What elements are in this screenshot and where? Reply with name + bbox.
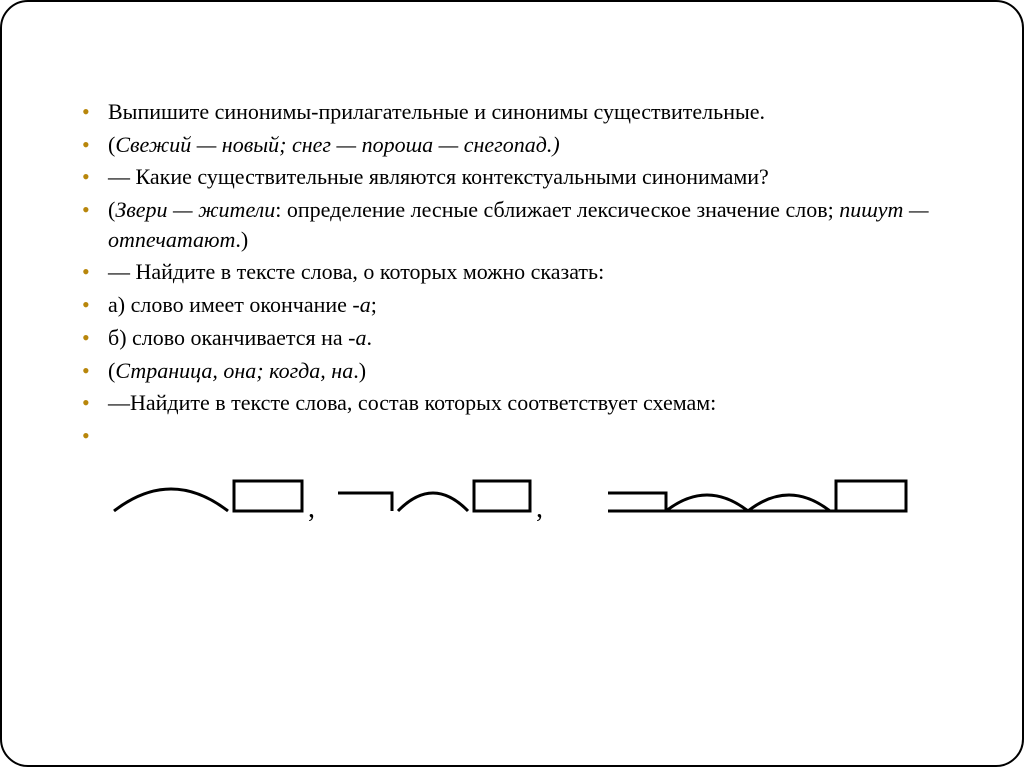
list-item: (Свежий — новый; снег — пороша — снегопа…	[82, 130, 942, 160]
list-item-empty	[82, 421, 942, 451]
text: Выпишите синонимы-прилагательные и синон…	[108, 99, 765, 124]
text: .)	[235, 227, 248, 252]
list-item: (Страница, она; когда, на.)	[82, 356, 942, 386]
italic-text: Страница, она; когда, на	[115, 358, 353, 383]
text: .)	[353, 358, 366, 383]
italic-text: а	[360, 292, 371, 317]
list-item: (Звери — жители: определение лесные сбли…	[82, 195, 942, 254]
svg-text:,: ,	[308, 493, 315, 521]
list-item: Выпишите синонимы-прилагательные и синон…	[82, 97, 942, 127]
morpheme-schemes: ,,	[82, 459, 942, 529]
list-item: а) слово имеет окончание -а;	[82, 290, 942, 320]
italic-text: Звери — жители	[115, 197, 275, 222]
bullet-list: Выпишите синонимы-прилагательные и синон…	[82, 97, 942, 451]
text: — Найдите в тексте слова, о которых можн…	[108, 259, 604, 284]
text: ;	[371, 292, 377, 317]
list-item: — Найдите в тексте слова, о которых можн…	[82, 257, 942, 287]
list-item: —Найдите в тексте слова, состав которых …	[82, 388, 942, 418]
svg-text:,: ,	[536, 493, 543, 521]
text: .	[367, 325, 373, 350]
text: а) слово имеет окончание -	[108, 292, 360, 317]
scheme-svg: ,,	[108, 459, 928, 521]
italic-text: Свежий — новый; снег — пороша — снегопад…	[115, 132, 559, 157]
list-item: — Какие существительные являются контекс…	[82, 162, 942, 192]
text: — Какие существительные являются контекс…	[108, 164, 769, 189]
italic-text: а	[356, 325, 367, 350]
text: —Найдите в тексте слова, состав которых …	[108, 390, 716, 415]
slide-frame: Выпишите синонимы-прилагательные и синон…	[0, 0, 1024, 767]
text: : определение лесные сближает лексическо…	[275, 197, 839, 222]
text: б) слово оканчивается на -	[108, 325, 356, 350]
list-item: б) слово оканчивается на -а.	[82, 323, 942, 353]
